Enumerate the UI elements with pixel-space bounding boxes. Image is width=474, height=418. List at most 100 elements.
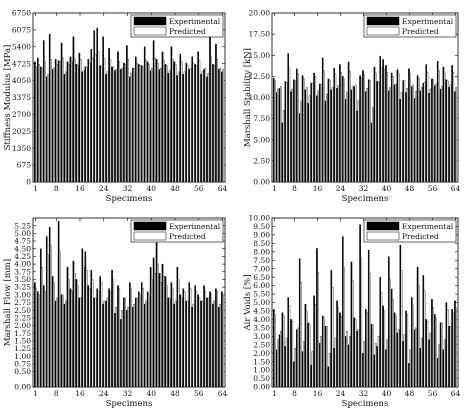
- bar-predicted: [308, 324, 311, 388]
- bar-predicted: [349, 336, 351, 388]
- bar-predicted: [76, 65, 79, 183]
- bar-experimental: [431, 78, 433, 183]
- bar-experimental: [365, 91, 367, 183]
- bar-experimental: [200, 74, 202, 183]
- bar-predicted: [294, 80, 296, 183]
- bar-experimental: [370, 122, 373, 183]
- bar-predicted: [435, 83, 437, 183]
- bar-experimental: [284, 346, 287, 388]
- bar-predicted: [400, 270, 403, 388]
- y-tick-label: 4725: [12, 59, 31, 68]
- bar-predicted: [88, 288, 91, 388]
- bar-predicted: [38, 294, 40, 388]
- bar-predicted: [171, 288, 174, 388]
- bar-experimental: [290, 319, 292, 388]
- bar-experimental: [393, 84, 396, 183]
- bar-experimental: [158, 273, 161, 388]
- x-tick-label: 8: [54, 184, 59, 193]
- bar-experimental: [57, 220, 60, 388]
- bar-predicted: [317, 271, 319, 388]
- bar-predicted: [386, 71, 388, 183]
- y-tick-label: 0.00: [14, 383, 31, 392]
- bar-predicted: [351, 280, 354, 388]
- bar-experimental: [359, 224, 361, 388]
- bar-predicted: [216, 291, 219, 388]
- bar-predicted: [280, 86, 282, 183]
- bar-predicted: [195, 291, 198, 388]
- bar-experimental: [445, 79, 448, 183]
- bar-predicted: [351, 86, 354, 183]
- bar-experimental: [379, 276, 381, 388]
- bar-experimental: [442, 66, 445, 183]
- bar-experimental: [78, 297, 81, 388]
- bar-predicted: [426, 71, 429, 183]
- bar-experimental: [66, 61, 69, 183]
- bar-experimental: [304, 89, 307, 183]
- bar-experimental: [123, 297, 125, 388]
- bar-predicted: [331, 87, 334, 183]
- bar-experimental: [69, 288, 72, 388]
- y-tick-label: 6.00: [253, 281, 270, 290]
- bar-predicted: [400, 92, 403, 183]
- bar-experimental: [342, 236, 344, 388]
- bar-predicted: [127, 59, 129, 183]
- legend-swatch: [366, 16, 400, 26]
- y-tick-label: 1.00: [253, 366, 270, 375]
- bar-experimental: [408, 68, 410, 183]
- bar-predicted: [82, 266, 85, 388]
- bar-experimental: [313, 72, 315, 183]
- bar-experimental: [191, 306, 194, 388]
- y-tick-label: 1.00: [14, 352, 31, 361]
- bar-predicted: [133, 67, 135, 183]
- legend-label-predicted: Predicted: [169, 27, 206, 36]
- bar-experimental: [206, 297, 208, 388]
- y-tick-label: 5.25: [14, 221, 31, 230]
- bar-experimental: [60, 294, 63, 388]
- y-axis-label: Air Voids [%]: [243, 274, 253, 331]
- y-tick-label: 4.50: [14, 244, 31, 253]
- bar-predicted: [337, 307, 340, 388]
- bar-predicted: [53, 67, 55, 183]
- bar-predicted: [423, 82, 426, 183]
- bar-predicted: [377, 336, 380, 388]
- bar-experimental: [102, 303, 104, 388]
- bar-experimental: [422, 275, 425, 388]
- bar-predicted: [374, 342, 377, 388]
- bar-experimental: [342, 76, 344, 183]
- bar-predicted: [222, 69, 224, 183]
- bar-predicted: [455, 307, 457, 388]
- bar-predicted: [452, 71, 455, 183]
- bar-predicted: [139, 65, 141, 183]
- bar-experimental: [448, 87, 450, 183]
- x-tick-label: 8: [54, 389, 59, 398]
- bar-experimental: [321, 315, 324, 388]
- chart-panel-4: 0.000.501.001.502.002.503.003.504.004.50…: [243, 214, 461, 409]
- y-tick-label: 5400: [12, 42, 31, 51]
- bar-predicted: [159, 282, 162, 388]
- bar-experimental: [143, 303, 146, 388]
- bar-predicted: [282, 315, 285, 388]
- bar-experimental: [402, 80, 404, 183]
- bar-experimental: [388, 256, 390, 388]
- bar-predicted: [282, 110, 285, 183]
- bar-predicted: [59, 61, 61, 183]
- bar-predicted: [415, 91, 417, 183]
- bar-experimental: [402, 341, 404, 388]
- bar-experimental: [293, 79, 295, 183]
- chart-panel-3: 0.00 0.500.751.001.251.501.752.002.252.50…: [3, 217, 228, 409]
- bar-predicted: [41, 266, 43, 388]
- bar-predicted: [294, 347, 296, 388]
- legend-label-predicted: Predicted: [402, 232, 439, 241]
- bar-predicted: [389, 278, 391, 388]
- bar-experimental: [126, 310, 128, 388]
- legend-label-experimental: Experimental: [169, 17, 221, 26]
- bar-experimental: [48, 34, 51, 183]
- bar-predicted: [103, 57, 106, 183]
- bar-experimental: [120, 319, 122, 388]
- x-tick-label: 64: [218, 184, 228, 193]
- bar-experimental: [413, 98, 416, 183]
- bar-experimental: [63, 303, 66, 388]
- bar-predicted: [277, 339, 279, 388]
